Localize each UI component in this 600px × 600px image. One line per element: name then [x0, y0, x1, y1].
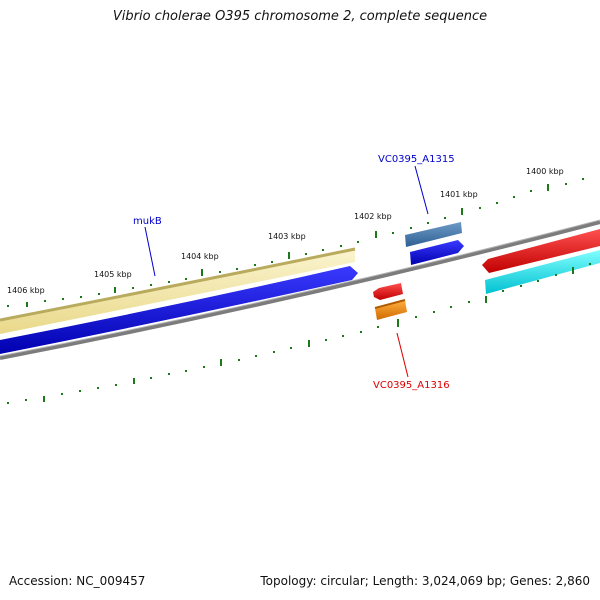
leader-line-vc0395-a1316	[396, 332, 409, 378]
chromosome-backbone-highlight	[0, 219, 600, 357]
gene-right-cyan[interactable]	[485, 250, 600, 294]
gene-vc0395-a1316-red[interactable]	[373, 283, 403, 300]
leader-line-vc0395-a1315	[414, 165, 429, 215]
gene-label-vc0395-a1315[interactable]: VC0395_A1315	[378, 154, 455, 165]
scale-label: 1404 kbp	[181, 252, 219, 261]
gene-mukb-khaki-edge	[0, 247, 356, 322]
gene-mukb-khaki[interactable]	[0, 249, 355, 334]
scale-label: 1400 kbp	[526, 167, 564, 176]
gene-vc0395-a1315-arrow[interactable]	[410, 240, 464, 265]
gene-right-red-arrow[interactable]	[482, 229, 600, 273]
scale-label: 1406 kbp	[7, 286, 45, 295]
gene-vc0395-a1316-orange[interactable]	[375, 300, 407, 320]
scale-label: 1402 kbp	[354, 212, 392, 221]
scale-ticks-inner	[7, 263, 591, 404]
gene-label-mukb[interactable]: mukB	[133, 216, 162, 227]
scale-label: 1403 kbp	[268, 232, 306, 241]
chromosome-backbone	[0, 220, 600, 360]
gene-vc0395-a1316-orange-edge	[374, 299, 406, 309]
gene-vc0395-a1315-steel[interactable]	[405, 222, 462, 247]
accession-text: Accession: NC_009457	[9, 574, 146, 588]
map-title: Vibrio cholerae O395 chromosome 2, compl…	[112, 9, 488, 24]
leader-line-mukb	[144, 226, 156, 277]
scale-ticks-outer	[7, 178, 584, 307]
gene-label-vc0395-a1316[interactable]: VC0395_A1316	[373, 380, 450, 391]
topology-summary: Topology: circular; Length: 3,024,069 bp…	[260, 574, 590, 588]
scale-labels: 1400 kbp 1401 kbp 1402 kbp 1403 kbp 1404…	[7, 167, 564, 295]
gene-mukb-arrow[interactable]	[0, 266, 358, 354]
scale-label: 1401 kbp	[440, 190, 478, 199]
scale-label: 1405 kbp	[94, 270, 132, 279]
